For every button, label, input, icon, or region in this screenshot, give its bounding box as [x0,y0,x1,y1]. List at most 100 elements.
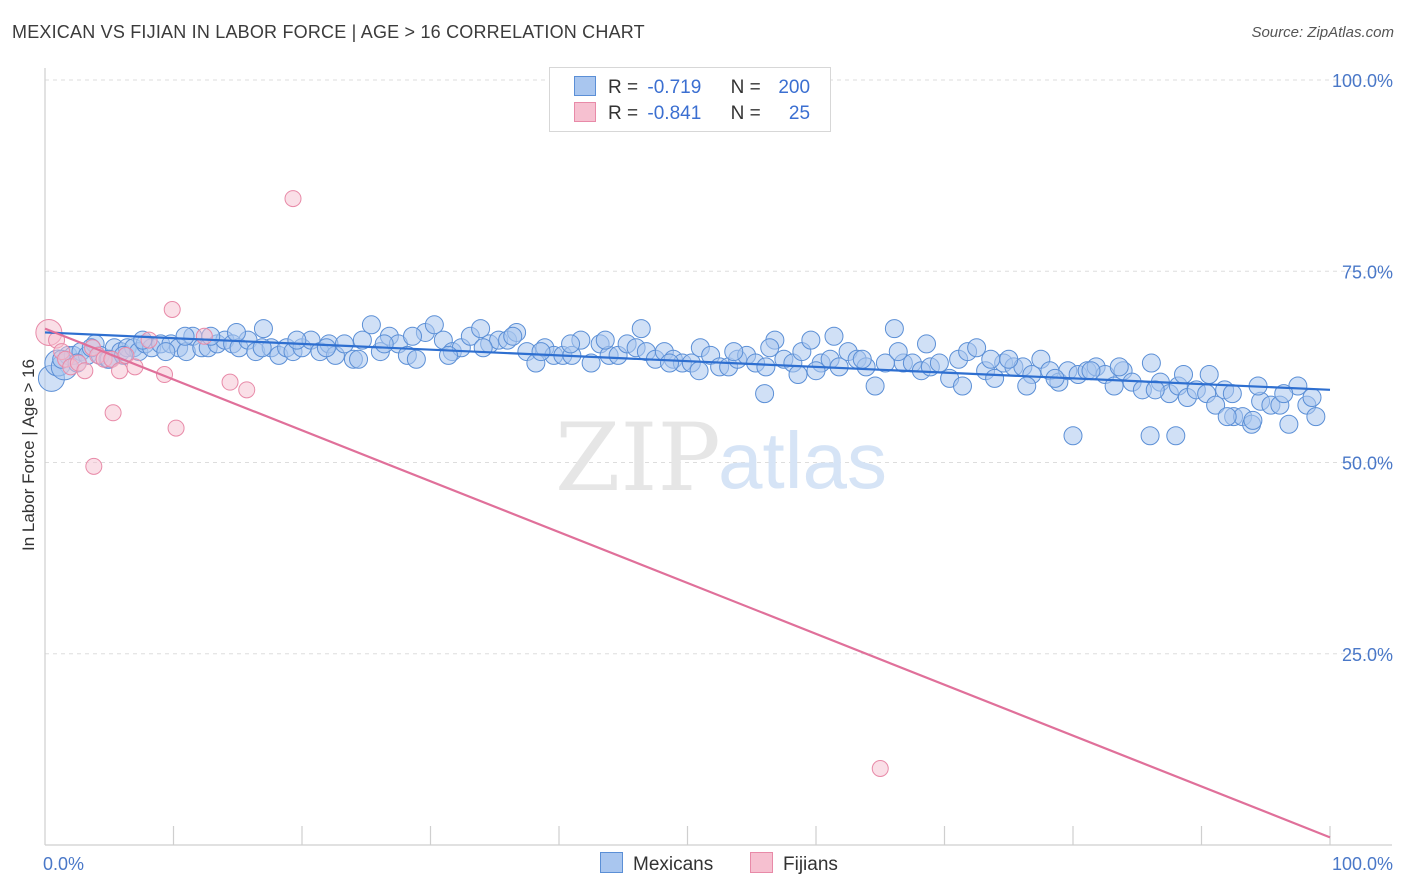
mexican-point [1145,380,1165,400]
mexican-point [1306,407,1326,427]
mexican-point [724,342,744,362]
mexican-swatch [600,852,623,873]
mexican-point [999,349,1019,369]
legend-n-value: 200 [778,77,811,98]
mexican-point [287,330,307,350]
mexican-point [561,334,581,354]
mexican-point [755,384,775,404]
fijian-point [195,327,213,345]
legend-row-mexicans: R = -0.719 N = 200 [574,76,810,100]
fijian-point [167,419,185,437]
mexican-point [374,334,394,354]
legend-row-fijians: R = -0.841 N = 25 [574,102,810,126]
y-tick-label: 50.0% [1342,454,1393,474]
mexican-point [967,338,987,358]
bottom-legend-mexicans-label: Mexicans [633,854,714,875]
fijian-point [111,362,129,380]
mexican-point [1140,426,1160,446]
y-tick-label: 100.0% [1332,71,1393,91]
bottom-legend-fijians-label: Fijians [783,854,838,875]
fijian-point [221,373,239,391]
legend-n-label: N = [730,103,761,124]
mexican-point [1217,407,1237,427]
mexican-point [917,334,937,354]
watermark-atlas: atlas [718,416,887,505]
mexican-point [1166,426,1186,446]
fijian-swatch [574,102,596,122]
mexican-point [756,357,776,377]
fijian-swatch [750,852,773,873]
mexican-point [1081,361,1101,381]
y-tick-label: 25.0% [1342,645,1393,665]
mexican-point [503,326,523,346]
bottom-legend-mexicans: Mexicans [600,852,713,878]
mexican-point [689,361,709,381]
watermark: ZIP atlas [555,404,887,513]
mexican-point [175,326,195,346]
fijian-point [238,381,256,399]
legend-r-label: R = [608,103,639,124]
mexican-point [760,338,780,358]
legend-n-label: N = [730,77,761,98]
fijian-point [85,457,103,475]
mexican-point [361,315,381,335]
y-axis-label: In Labor Force | Age > 16 [19,359,38,551]
mexican-point [226,322,246,342]
mexican-point [1222,384,1242,404]
mexican-point [631,319,651,339]
axes [44,68,1392,846]
mexican-point [1279,414,1299,434]
mexican-point [352,330,372,350]
mexican-trend-line [44,331,1331,391]
fijian-point [140,331,158,349]
y-tick-label: 75.0% [1342,262,1393,282]
mexican-point [801,330,821,350]
fijian-point [104,404,122,422]
mexican-point [1017,376,1037,396]
legend-r-label: R = [608,77,639,98]
mexican-point [865,376,885,396]
mexican-point [852,349,872,369]
mexican-point [929,353,949,373]
mexican-point [156,342,176,362]
mexican-point [316,338,336,358]
watermark-zip: ZIP [555,404,721,513]
trend-lines [44,327,1331,839]
legend-n-value: 25 [788,103,811,124]
mexican-point [806,361,826,381]
mexican-point [660,353,680,373]
source-label: Source: ZipAtlas.com [1251,24,1394,41]
mexican-point [1104,376,1124,396]
mexican-point [334,334,354,354]
fijian-point [76,362,94,380]
mexican-point [1199,365,1219,385]
mexican-point [952,376,972,396]
mexican-point [471,319,491,339]
grid-lines [45,79,1392,655]
bottom-legend-fijians: Fijians [750,852,838,878]
mexican-point [788,365,808,385]
mexican-point [1063,426,1083,446]
fijian-point [163,301,181,318]
x-tick-label: 100.0% [1332,854,1393,874]
fijian-trend-line [44,327,1331,839]
mexican-point [981,349,1001,369]
x-tick-label: 0.0% [43,854,84,874]
mexican-point [403,326,423,346]
legend: R = -0.719 N = 200 R = -0.841 N = 25 [549,67,831,132]
mexican-point [824,326,844,346]
mexican-point [424,315,444,335]
mexican-point [888,342,908,362]
mexican-point [1243,410,1263,430]
mexican-point [1302,387,1322,407]
mexican-point [1274,384,1294,404]
mexican-point [1141,353,1161,373]
mexican-swatch [574,76,596,96]
mexican-point [1174,365,1194,385]
mexican-point [1206,395,1226,415]
mexican-point [253,319,273,339]
mexican-point [581,353,601,373]
mexican-point [531,342,551,362]
mexican-point [595,330,615,350]
